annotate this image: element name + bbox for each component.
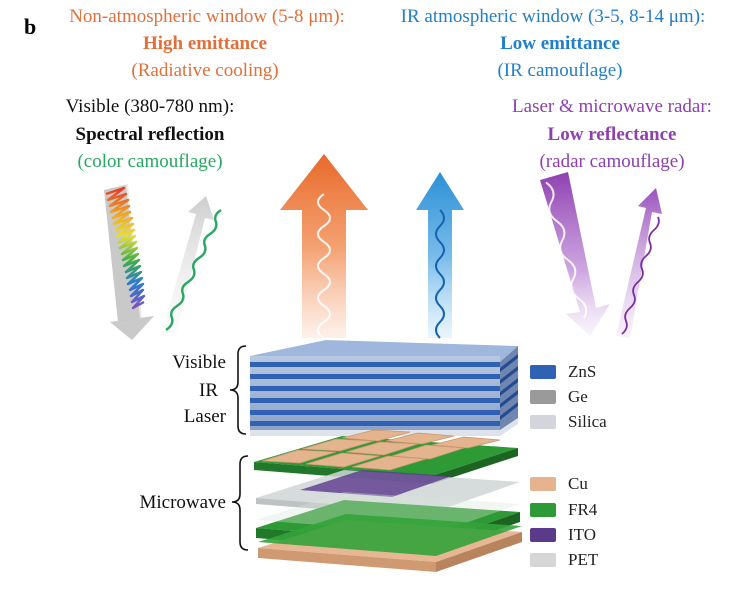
color-camouflage-label: (color camouflage) [77,151,223,172]
bracket-label-visible: Visible [172,352,226,373]
legend-item-zns: ZnS [530,362,596,382]
zns-swatch [530,365,556,379]
low-reflectance-label: Low reflectance [547,124,677,145]
non-atmospheric-heading: Non-atmospheric window (5-8 μm): [69,6,345,27]
ir-camouflage-label: (IR camouflage) [497,60,623,81]
radar-camouflage-label: (radar camouflage) [539,151,685,172]
legend-label: PET [568,550,599,569]
legend-label: Cu [568,474,588,493]
radar-heading: Laser & microwave radar: [512,96,712,117]
ge-swatch [530,390,556,404]
radiative-cooling-label: (Radiative cooling) [131,60,279,81]
silica-swatch [530,415,556,429]
radar-incident-arrow [540,172,610,336]
legend-label: FR4 [568,500,598,519]
legend-item-cu: Cu [530,474,588,494]
panel-letter: b [24,14,37,39]
fr4-swatch [530,503,556,517]
bracket-label-laser: Laser [183,406,226,427]
microwave-stack [254,429,522,572]
high-emittance-label: High emittance [142,33,268,54]
upper-multilayer-slab [250,340,518,436]
cu-swatch [530,477,556,491]
ir-camouflage-arrow [416,172,464,339]
low-emittance-label: Low emittance [500,33,620,54]
brace-lower [231,455,249,551]
bracket-label-ir: IR [199,380,218,401]
visible-heading: Visible (380-780 nm): [65,96,235,117]
legend-item-ge: Ge [530,387,588,407]
brace-upper [229,345,247,435]
visible-reflected-arrow [162,196,222,334]
legend-item-silica: Silica [530,412,607,432]
bracket-label-microwave: Microwave [139,492,226,513]
legend-item-ito: ITO [530,525,596,545]
pet-swatch [530,553,556,567]
radiative-cooling-arrow [280,154,368,339]
ito-swatch [530,528,556,542]
legend-label: ITO [568,525,597,544]
legend-item-pet: PET [530,550,598,570]
spectral-reflection-label: Spectral reflection [75,124,225,145]
legend-label: ZnS [568,362,597,381]
legend-label: Ge [568,387,588,406]
ir-window-heading: IR atmospheric window (3-5, 8-14 μm): [400,6,706,27]
radar-reflected-arrow [616,188,662,338]
legend-item-fr4: FR4 [530,500,597,520]
visible-incident-arrow [104,184,154,340]
legend-label: Silica [568,412,607,431]
